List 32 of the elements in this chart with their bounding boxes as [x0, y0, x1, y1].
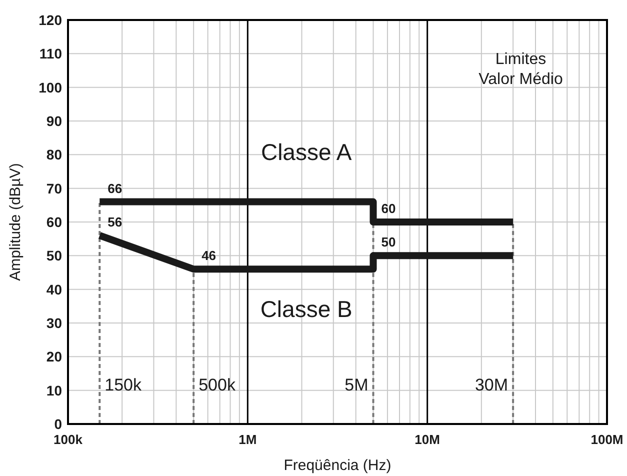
data-label: 50 [381, 234, 396, 250]
ref-line-label: 5M [344, 375, 368, 394]
y-tick-label: 70 [46, 180, 62, 196]
y-tick-label: 120 [38, 12, 62, 28]
x-axis-title: Freqüência (Hz) [284, 457, 392, 474]
x-tick-label: 100M [590, 432, 624, 447]
series-label: Classe A [260, 138, 352, 165]
x-tick-label: 100k [54, 432, 84, 447]
y-tick-label: 60 [46, 214, 62, 230]
x-tick-label: 1M [238, 432, 257, 447]
annotation: Limites [495, 51, 546, 68]
y-tick-label: 50 [46, 248, 62, 264]
data-label: 60 [381, 201, 396, 216]
ref-line-label: 150k [104, 375, 142, 394]
y-tick-label: 40 [46, 281, 62, 298]
data-label: 56 [108, 214, 122, 230]
y-tick-label: 0 [54, 416, 62, 432]
data-label: 46 [202, 248, 216, 264]
y-tick-label: 30 [46, 315, 62, 331]
ref-line-label: 30M [474, 375, 508, 394]
y-tick-label: 10 [46, 382, 62, 398]
y-axis-title: Amplitude (dBµV) [7, 163, 24, 281]
data-label: 66 [108, 180, 122, 196]
y-tick-label: 80 [46, 146, 62, 163]
x-tick-label: 10M [414, 432, 440, 447]
ref-line-label: 500k [198, 375, 236, 394]
y-tick-label: 110 [39, 46, 62, 62]
y-tick-label: 20 [46, 348, 62, 365]
series-label: Classe B [260, 296, 352, 322]
y-tick-label: 90 [46, 113, 62, 129]
y-tick-label: 100 [38, 79, 62, 96]
annotation: Valor Médio [478, 71, 563, 88]
